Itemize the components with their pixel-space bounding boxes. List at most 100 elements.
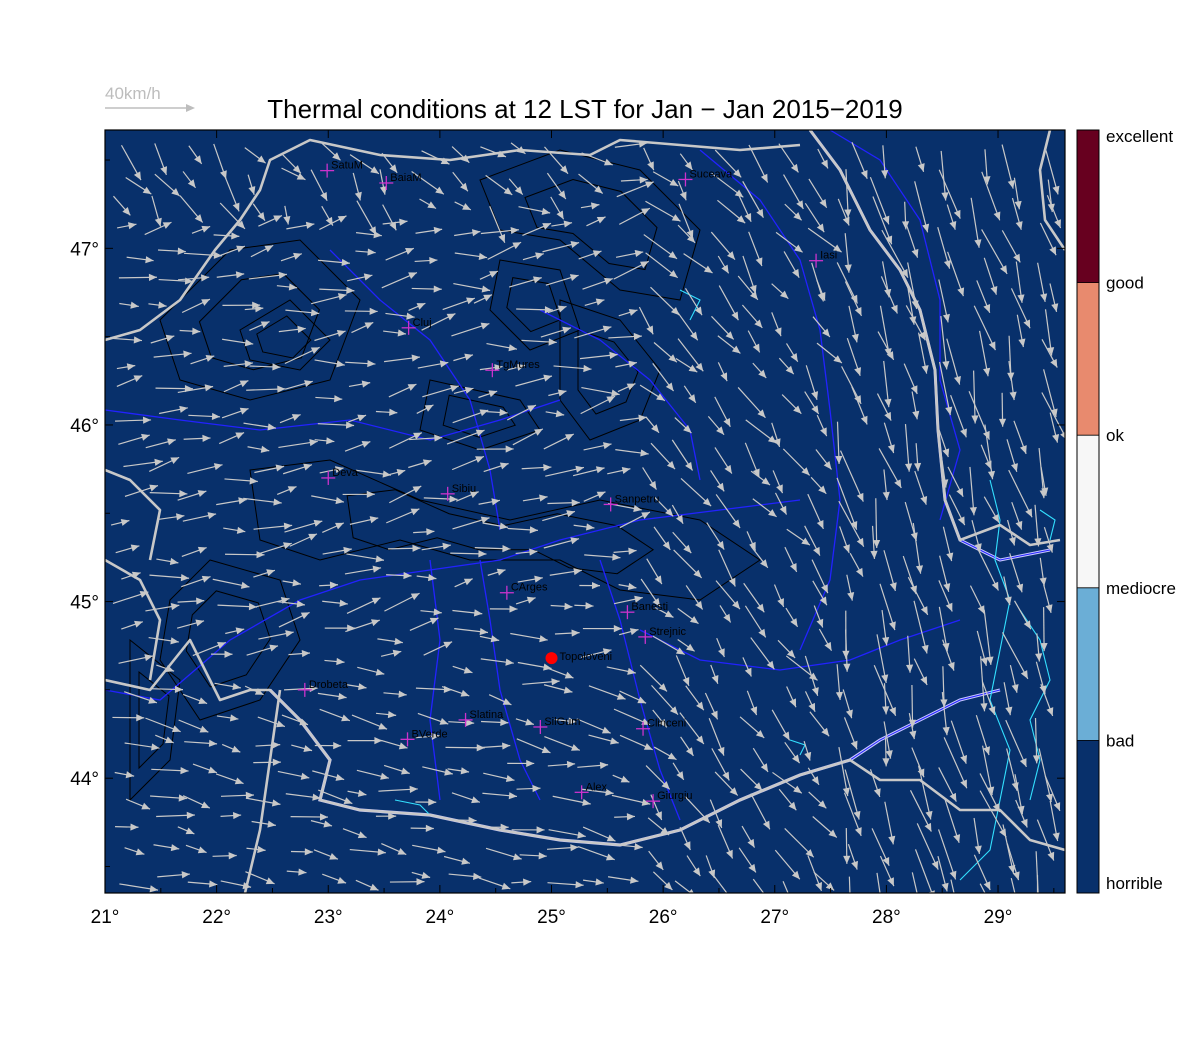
wind-arrowhead (361, 441, 371, 448)
wind-arrowhead (466, 297, 475, 305)
wind-arrowhead (1032, 755, 1041, 764)
wind-arrowhead (130, 544, 140, 552)
wind-scale-label: 40km/h (105, 84, 161, 103)
wind-arrowhead (267, 423, 276, 431)
wind-arrowhead (534, 575, 543, 583)
wind-arrowhead (668, 354, 677, 363)
wind-arrow (1010, 878, 1016, 893)
river (329, 249, 501, 531)
city-label: Strejnic (649, 626, 686, 638)
legend-label: mediocre (1106, 579, 1176, 598)
wind-arrowhead (532, 276, 542, 284)
wind-arrowhead (534, 428, 543, 436)
wind-arrowhead (343, 797, 353, 804)
wind-arrowhead (541, 746, 551, 754)
wind-arrowhead (555, 410, 565, 418)
wind-arrowhead (244, 339, 254, 347)
wind-arrowhead (629, 628, 639, 636)
wind-arrowhead (367, 359, 376, 368)
wind-arrowhead (319, 813, 329, 821)
wind-arrowhead (651, 424, 660, 433)
wind-arrowhead (911, 300, 919, 309)
wind-arrowhead (371, 619, 380, 627)
wind-arrowhead (811, 391, 819, 400)
wind-arrowhead (201, 225, 211, 233)
wind-arrowhead (337, 293, 347, 301)
wind-arrowhead (889, 582, 897, 591)
wind-arrowhead (1016, 583, 1024, 593)
wind-arrowhead (410, 593, 420, 601)
wind-arrowhead (747, 838, 755, 848)
wind-arrowhead (596, 491, 606, 499)
wind-arrowhead (711, 675, 719, 684)
wind-arrowhead (641, 208, 650, 216)
wind-arrowhead (731, 345, 741, 354)
wind-arrowhead (754, 319, 763, 328)
wind-arrowhead (301, 649, 310, 658)
wind-arrowhead (758, 369, 767, 379)
city-label: Cluj (413, 317, 432, 329)
wind-arrowhead (180, 574, 190, 582)
wind-arrowhead (665, 508, 674, 517)
wind-arrowhead (405, 248, 414, 255)
wind-arrow (674, 880, 692, 893)
wind-arrowhead (1023, 319, 1031, 329)
wind-arrowhead (169, 557, 179, 566)
wind-arrow (869, 176, 890, 225)
wind-arrow (845, 169, 849, 218)
wind-arrowhead (815, 882, 822, 891)
terrain-contour (256, 315, 312, 359)
wind-arrowhead (475, 456, 484, 463)
wind-arrowhead (971, 415, 979, 424)
wind-arrowhead (413, 432, 422, 440)
wind-arrowhead (468, 816, 477, 824)
terrain-contour (577, 329, 639, 415)
wind-arrowhead (1047, 347, 1055, 356)
wind-arrowhead (854, 827, 862, 836)
wind-arrowhead (544, 306, 553, 314)
wind-arrowhead (689, 616, 699, 624)
wind-arrowhead (905, 664, 914, 673)
wind-arrowhead (464, 353, 473, 361)
wind-arrowhead (990, 285, 998, 295)
wind-arrowhead (508, 344, 517, 352)
wind-arrowhead (498, 233, 506, 243)
wind-arrowhead (637, 696, 647, 704)
wind-arrowhead (685, 461, 693, 471)
wind-arrowhead (435, 186, 444, 195)
wind-arrowhead (766, 898, 774, 907)
wind-arrowhead (754, 782, 763, 791)
wind-arrowhead (988, 706, 996, 715)
wind-arrowhead (336, 329, 346, 337)
wind-arrowhead (654, 575, 662, 585)
wind-arrowhead (823, 460, 832, 470)
wind-arrowhead (197, 546, 207, 554)
wind-arrowhead (440, 157, 450, 165)
legend-labels: horrible bad mediocre ok good excellent (1077, 127, 1176, 894)
wind-arrowhead (669, 706, 679, 715)
y-tick-label: 46° (70, 416, 99, 437)
wind-arrowhead (801, 467, 810, 476)
wind-arrowhead (512, 242, 522, 250)
wind-arrowhead (888, 835, 896, 845)
terrain-contour (249, 459, 761, 601)
wind-arrowhead (789, 698, 796, 708)
wind-arrow (879, 305, 891, 357)
wind-arrowhead (882, 706, 890, 715)
wind-arrowhead (148, 273, 157, 281)
wind-arrowhead (954, 375, 961, 385)
legend-block-horrible (1077, 740, 1099, 893)
wind-arrowhead (828, 829, 837, 838)
wind-arrowhead (538, 852, 547, 860)
wind-arrowhead (716, 482, 725, 492)
legend-label: horrible (1106, 874, 1163, 893)
legend-color-blocks (1077, 130, 1099, 893)
wind-arrowhead (920, 606, 928, 615)
river (105, 499, 801, 701)
wind-arrowhead (791, 870, 800, 880)
wind-arrowhead (716, 426, 725, 435)
wind-arrowhead (1020, 818, 1028, 828)
wind-arrowhead (664, 610, 674, 618)
lake-outline (959, 479, 1011, 881)
terrain-contour (129, 638, 181, 802)
